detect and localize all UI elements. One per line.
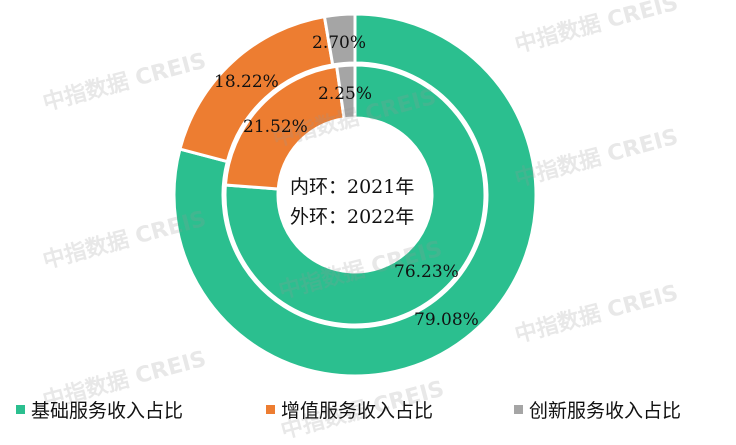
center-label-inner: 内环：2021年 — [290, 176, 415, 198]
donut-chart — [172, 12, 538, 378]
inner-slice-innovation — [334, 63, 357, 121]
legend-swatch-basic — [16, 405, 25, 414]
legend-swatch-value-added — [266, 405, 275, 414]
outer-slice-basic — [172, 12, 538, 378]
outer-label-innovation: 2.70% — [312, 33, 367, 53]
outer-slice-innovation — [322, 12, 357, 67]
legend: 基础服务收入占比 增值服务收入占比 创新服务收入占比 — [0, 396, 736, 424]
inner-label-value-added: 21.52% — [243, 117, 308, 137]
outer-label-basic: 79.08% — [414, 310, 479, 330]
legend-item-basic: 基础服务收入占比 — [16, 396, 183, 423]
inner-label-innovation: 2.25% — [318, 84, 373, 104]
center-label-outer: 外环：2022年 — [290, 206, 415, 228]
legend-label: 基础服务收入占比 — [31, 400, 184, 422]
legend-item-innovation: 创新服务收入占比 — [514, 396, 681, 423]
legend-item-value-added: 增值服务收入占比 — [266, 396, 433, 423]
inner-label-basic: 76.23% — [394, 262, 459, 282]
outer-label-value-added: 18.22% — [214, 72, 279, 92]
legend-label: 增值服务收入占比 — [281, 400, 434, 422]
inner-slice-basic — [223, 63, 487, 327]
legend-swatch-innovation — [514, 405, 523, 414]
legend-label: 创新服务收入占比 — [529, 400, 682, 422]
